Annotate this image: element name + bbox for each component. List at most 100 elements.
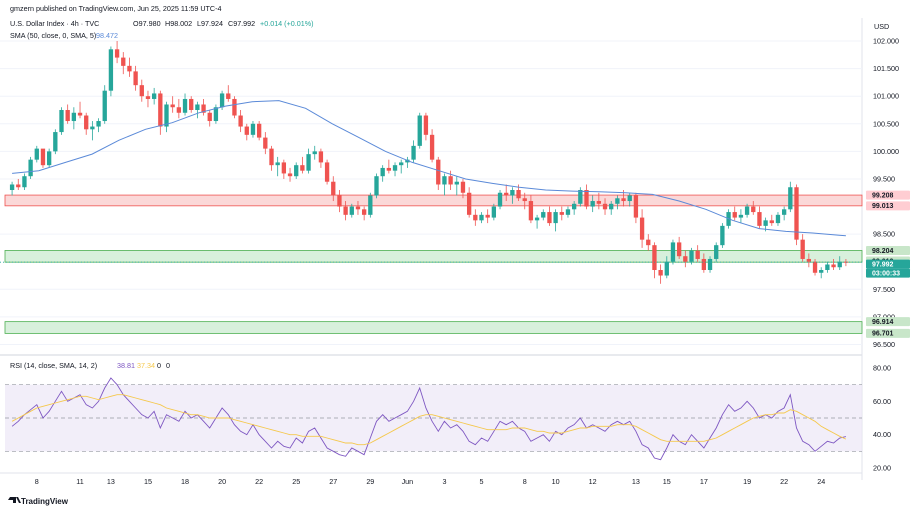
candle[interactable] bbox=[479, 212, 484, 224]
candle[interactable] bbox=[646, 234, 651, 251]
candle[interactable] bbox=[331, 176, 336, 202]
candle[interactable] bbox=[701, 253, 707, 273]
candle[interactable] bbox=[565, 206, 571, 218]
candle[interactable] bbox=[429, 129, 435, 163]
candle[interactable] bbox=[689, 247, 694, 265]
candle[interactable] bbox=[306, 148, 311, 174]
zone-resistance[interactable] bbox=[4, 194, 863, 207]
candle[interactable] bbox=[405, 156, 410, 168]
candle[interactable] bbox=[751, 201, 756, 215]
candle[interactable] bbox=[84, 112, 89, 135]
candle[interactable] bbox=[34, 145, 39, 163]
candle[interactable] bbox=[139, 79, 144, 102]
candle[interactable] bbox=[127, 57, 132, 77]
candle[interactable] bbox=[553, 209, 558, 232]
candle[interactable] bbox=[250, 121, 256, 138]
candle[interactable] bbox=[510, 187, 515, 204]
candle[interactable] bbox=[534, 214, 540, 229]
candle[interactable] bbox=[158, 90, 163, 135]
candle[interactable] bbox=[96, 118, 101, 133]
candle[interactable] bbox=[497, 190, 503, 210]
candle[interactable] bbox=[664, 256, 669, 279]
candle[interactable] bbox=[65, 104, 70, 124]
candle[interactable] bbox=[226, 85, 231, 102]
candle[interactable] bbox=[281, 159, 287, 179]
candle[interactable] bbox=[466, 187, 472, 218]
candle[interactable] bbox=[392, 162, 398, 177]
candle[interactable] bbox=[213, 104, 219, 124]
candle[interactable] bbox=[121, 52, 126, 75]
candle[interactable] bbox=[442, 173, 447, 196]
candle[interactable] bbox=[207, 110, 212, 127]
candle[interactable] bbox=[337, 190, 342, 213]
candle[interactable] bbox=[386, 159, 392, 174]
candle[interactable] bbox=[232, 96, 237, 119]
time-axis[interactable]: 8 11 13 15 18 20 22 25 27 29 Jun 3 5 8 10 12 13 15 17 19 22 2… bbox=[35, 477, 825, 486]
candle[interactable] bbox=[491, 203, 497, 221]
candle[interactable] bbox=[176, 98, 182, 119]
candle[interactable] bbox=[757, 206, 762, 229]
zone-lower-support[interactable] bbox=[4, 321, 863, 334]
candle[interactable] bbox=[90, 121, 95, 141]
candle[interactable] bbox=[287, 167, 293, 182]
candle[interactable] bbox=[40, 148, 46, 168]
candle[interactable] bbox=[195, 101, 200, 119]
candle[interactable] bbox=[571, 201, 577, 215]
candle[interactable] bbox=[714, 242, 719, 262]
candle[interactable] bbox=[318, 148, 324, 168]
candle[interactable] bbox=[102, 85, 107, 124]
candle[interactable] bbox=[28, 156, 33, 179]
candle[interactable] bbox=[133, 65, 138, 91]
candle[interactable] bbox=[77, 101, 83, 119]
candle[interactable] bbox=[547, 206, 552, 226]
candle[interactable] bbox=[843, 258, 849, 267]
candle[interactable] bbox=[800, 234, 805, 262]
candle[interactable] bbox=[609, 201, 614, 215]
candle[interactable] bbox=[114, 41, 120, 64]
candle[interactable] bbox=[22, 173, 27, 190]
candle[interactable] bbox=[460, 178, 466, 199]
candle[interactable] bbox=[238, 110, 243, 133]
candle[interactable] bbox=[584, 184, 589, 210]
candle[interactable] bbox=[343, 201, 348, 221]
candle[interactable] bbox=[504, 184, 509, 202]
candle[interactable] bbox=[806, 253, 812, 268]
candle[interactable] bbox=[108, 46, 114, 97]
candle[interactable] bbox=[151, 87, 157, 105]
candle[interactable] bbox=[707, 256, 713, 273]
candle[interactable] bbox=[399, 159, 404, 174]
candle[interactable] bbox=[300, 156, 305, 174]
candle[interactable] bbox=[368, 192, 373, 218]
candle[interactable] bbox=[831, 258, 836, 270]
candle[interactable] bbox=[602, 198, 608, 215]
candle[interactable] bbox=[256, 121, 262, 141]
candle[interactable] bbox=[263, 132, 268, 155]
candle[interactable] bbox=[738, 209, 744, 224]
candle[interactable] bbox=[652, 242, 657, 279]
candle[interactable] bbox=[312, 145, 317, 160]
candle[interactable] bbox=[775, 212, 781, 226]
candle[interactable] bbox=[522, 192, 527, 210]
candle[interactable] bbox=[380, 165, 385, 182]
candle[interactable] bbox=[633, 192, 639, 224]
candle[interactable] bbox=[46, 148, 52, 168]
candle[interactable] bbox=[145, 90, 151, 108]
price-axis[interactable]: 102.000 101.500 101.000 100.500 100.000 99.50… bbox=[873, 37, 899, 349]
candle[interactable] bbox=[71, 107, 77, 130]
candle[interactable] bbox=[417, 112, 422, 149]
candle[interactable] bbox=[355, 201, 361, 215]
candle[interactable] bbox=[825, 261, 830, 273]
candle[interactable] bbox=[744, 203, 750, 218]
candle[interactable] bbox=[615, 195, 620, 210]
candle[interactable] bbox=[324, 159, 330, 185]
candle[interactable] bbox=[361, 206, 367, 221]
candle[interactable] bbox=[411, 140, 416, 163]
candle[interactable] bbox=[683, 250, 688, 268]
candle[interactable] bbox=[170, 96, 175, 113]
candle[interactable] bbox=[16, 178, 21, 190]
candle[interactable] bbox=[732, 206, 737, 221]
candle[interactable] bbox=[182, 93, 188, 116]
candle[interactable] bbox=[436, 156, 441, 190]
tradingview-logo[interactable]: TradingView bbox=[8, 497, 69, 506]
